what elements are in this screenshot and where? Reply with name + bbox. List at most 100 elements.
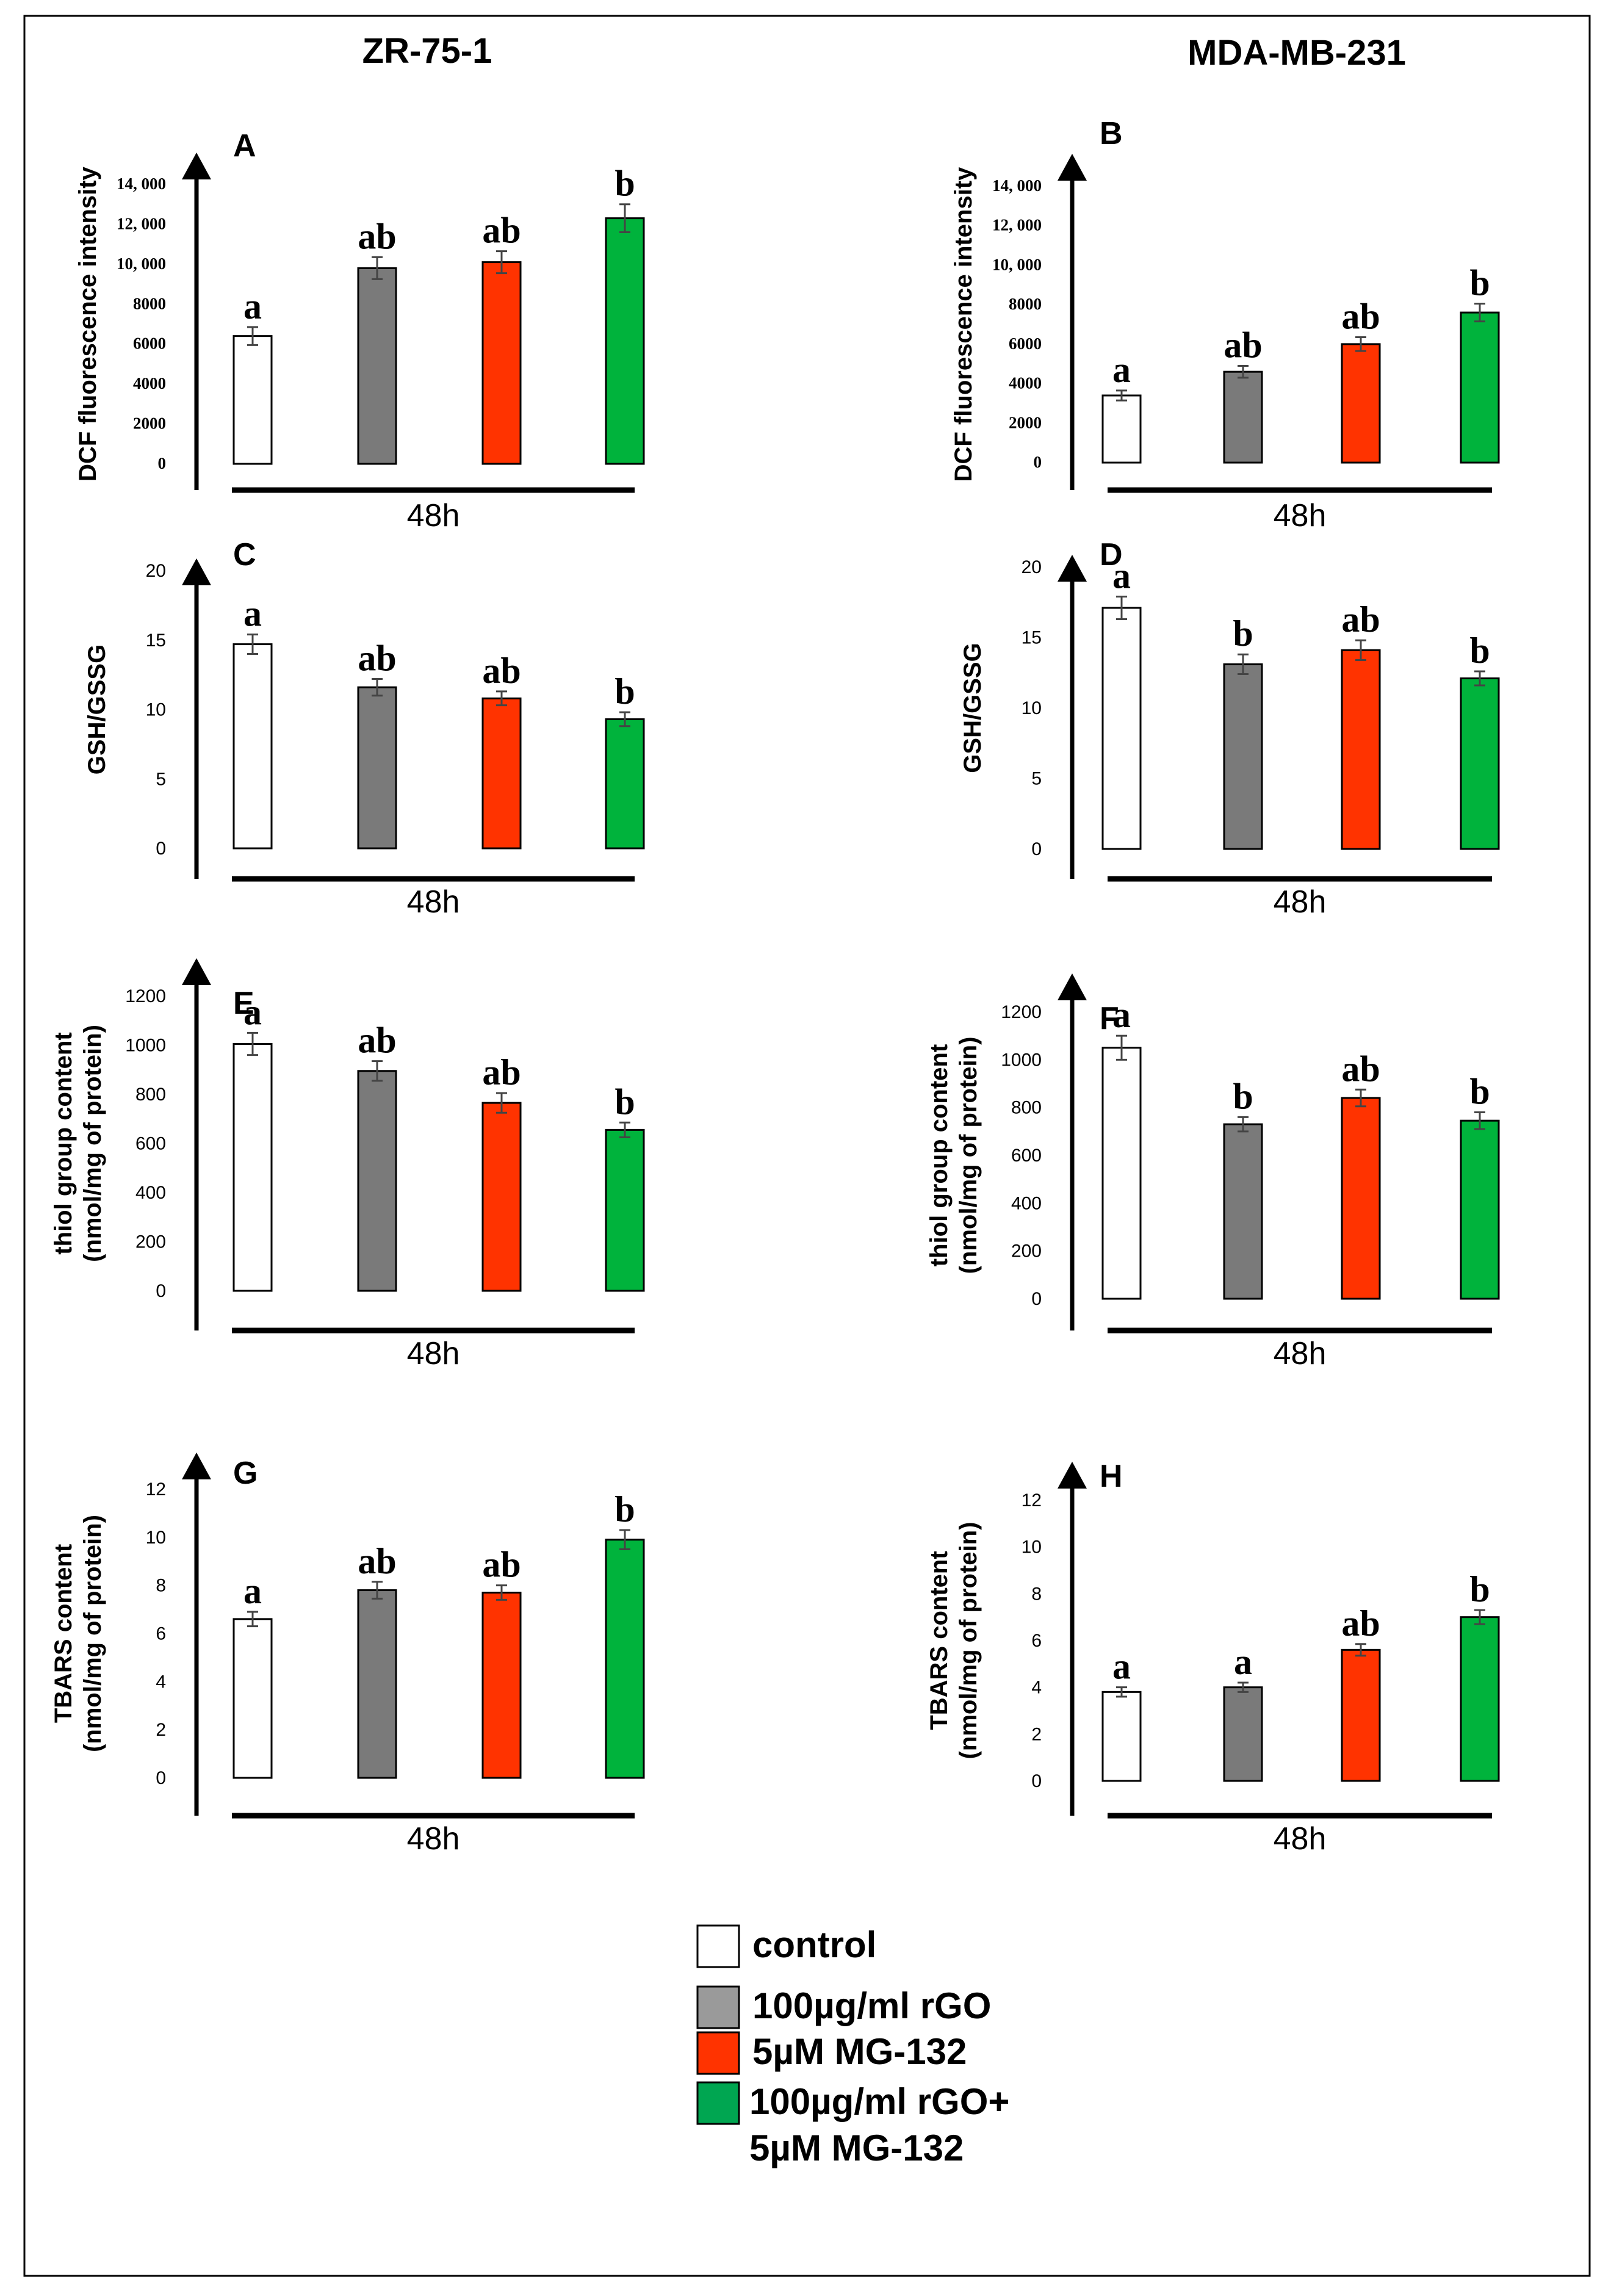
significance-label: a bbox=[1112, 995, 1131, 1035]
legend-swatch bbox=[696, 1985, 740, 2029]
bar-combo bbox=[605, 217, 645, 465]
y-tick-label: 12 bbox=[146, 1479, 166, 1500]
bar-control bbox=[1101, 607, 1142, 850]
bar-mg132 bbox=[1341, 1097, 1381, 1300]
significance-label: a bbox=[243, 992, 262, 1032]
bar-combo bbox=[605, 718, 645, 850]
significance-label: ab bbox=[1341, 599, 1380, 640]
legend-item-control: control bbox=[696, 1924, 876, 1968]
legend-label: 5µM MG-132 bbox=[752, 2031, 967, 2072]
significance-label: b bbox=[614, 164, 635, 204]
y-tick-label: 800 bbox=[135, 1085, 166, 1105]
bar-control bbox=[232, 643, 273, 850]
x-axis-label: 48h bbox=[1274, 1821, 1327, 1857]
significance-label: a bbox=[1112, 1647, 1131, 1687]
bar-rgo bbox=[357, 686, 397, 850]
y-tick-label: 6000 bbox=[133, 334, 166, 353]
x-axis-label: 48h bbox=[407, 884, 460, 920]
legend-item-rgo: 100µg/ml rGO bbox=[696, 1985, 991, 2029]
bar-mg132 bbox=[481, 1591, 522, 1779]
y-tick-label: 800 bbox=[1011, 1098, 1042, 1118]
panel-H: H 48h 0 2 4 6 8 10 12 TBARS content (nmol/mg of pr… bbox=[926, 1459, 1500, 1857]
significance-label: ab bbox=[482, 1052, 521, 1092]
y-axis-label: TBARS content (nmol/mg of protein) bbox=[926, 1522, 982, 1760]
bar-control bbox=[232, 1618, 273, 1779]
y-axis-label: DCF fluorescence intensity bbox=[950, 167, 977, 482]
bar-combo bbox=[1460, 1119, 1500, 1300]
legend-swatch bbox=[696, 2031, 740, 2075]
y-tick-label: 5 bbox=[1031, 769, 1042, 789]
y-tick-label: 12, 000 bbox=[117, 214, 166, 233]
y-tick-label: 0 bbox=[156, 1768, 166, 1788]
y-axis-label: GSH/GSSG bbox=[84, 644, 110, 774]
panel-letter: B bbox=[1100, 116, 1123, 151]
y-tick-label: 400 bbox=[135, 1183, 166, 1203]
y-tick-label: 5 bbox=[156, 769, 166, 789]
y-axis-arrow bbox=[1058, 973, 1087, 1000]
y-tick-label: 10 bbox=[146, 700, 166, 720]
legend-item-mg132: 5µM MG-132 bbox=[696, 2031, 967, 2075]
bar-combo bbox=[605, 1128, 645, 1292]
y-tick-label: 2000 bbox=[1009, 413, 1042, 431]
x-axis-label: 48h bbox=[407, 1821, 460, 1857]
x-axis-label: 48h bbox=[1274, 884, 1327, 920]
y-tick-label: 8000 bbox=[1009, 295, 1042, 313]
column-title-right: MDA-MB-231 bbox=[1188, 33, 1406, 73]
significance-label: ab bbox=[1341, 297, 1380, 337]
bar-control bbox=[1101, 1047, 1142, 1300]
y-tick-label: 10 bbox=[1022, 1537, 1042, 1558]
significance-label: a bbox=[243, 286, 262, 327]
y-axis-label: DCF fluorescence intensity bbox=[74, 166, 101, 481]
panel-letter: C bbox=[233, 537, 256, 572]
y-axis-arrow bbox=[1058, 154, 1087, 181]
y-tick-label: 0 bbox=[1031, 839, 1042, 859]
y-tick-label: 10, 000 bbox=[117, 255, 166, 273]
significance-label: b bbox=[1233, 613, 1253, 654]
legend-label: 5µM MG-132 bbox=[749, 2128, 964, 2168]
significance-label: b bbox=[614, 1489, 635, 1529]
panel-letter: D bbox=[1100, 537, 1123, 572]
legend-swatch bbox=[696, 2081, 740, 2125]
significance-label: ab bbox=[1224, 325, 1262, 365]
panel-F: F 48h 0 200 400 600 800 1000 1200 thiol group con… bbox=[926, 973, 1500, 1371]
y-tick-label: 8 bbox=[156, 1576, 166, 1596]
significance-label: ab bbox=[358, 1541, 396, 1581]
significance-label: ab bbox=[482, 651, 521, 691]
figure-border bbox=[23, 15, 1591, 2277]
y-tick-label: 6 bbox=[156, 1624, 166, 1644]
bar-rgo bbox=[1223, 1123, 1263, 1300]
bar-combo bbox=[605, 1539, 645, 1779]
y-axis-arrow bbox=[1058, 1462, 1087, 1489]
significance-label: ab bbox=[358, 638, 396, 678]
bar-mg132 bbox=[1341, 649, 1381, 850]
y-tick-label: 6000 bbox=[1009, 334, 1042, 353]
column-title-left: ZR-75-1 bbox=[362, 31, 492, 71]
bar-combo bbox=[1460, 311, 1500, 464]
significance-label: b bbox=[1469, 630, 1490, 671]
y-tick-label: 2 bbox=[156, 1720, 166, 1740]
y-tick-label: 4000 bbox=[1009, 374, 1042, 392]
y-tick-label: 1000 bbox=[125, 1036, 166, 1056]
bar-control bbox=[1101, 1691, 1142, 1782]
y-tick-label: 2 bbox=[1031, 1724, 1042, 1744]
bar-rgo bbox=[357, 1070, 397, 1292]
y-tick-label: 0 bbox=[1031, 1289, 1042, 1309]
bar-rgo bbox=[1223, 370, 1263, 464]
bar-rgo bbox=[357, 1589, 397, 1779]
significance-label: ab bbox=[358, 1020, 396, 1061]
bar-control bbox=[1101, 394, 1142, 464]
y-axis-arrow bbox=[182, 958, 211, 985]
y-tick-label: 8 bbox=[1031, 1584, 1042, 1604]
y-tick-label: 6 bbox=[1031, 1631, 1042, 1651]
y-tick-label: 10, 000 bbox=[992, 255, 1042, 273]
significance-label: ab bbox=[482, 1545, 521, 1585]
y-tick-label: 12, 000 bbox=[992, 216, 1042, 234]
significance-label: a bbox=[243, 594, 262, 634]
y-tick-label: 1200 bbox=[125, 986, 166, 1006]
y-axis-label: thiol group content (nmol/mg of protein) bbox=[926, 1037, 982, 1274]
y-tick-label: 200 bbox=[1011, 1241, 1042, 1262]
